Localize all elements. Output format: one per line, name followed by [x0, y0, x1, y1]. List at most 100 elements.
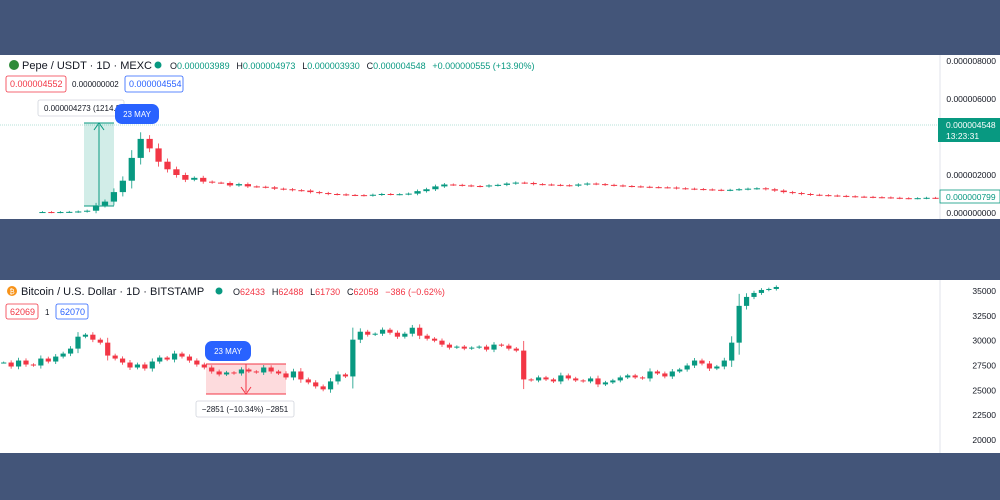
btc-candle [15, 360, 22, 367]
btc-candle [261, 367, 267, 373]
pepe-candle [718, 189, 725, 191]
pepe-candle [735, 189, 743, 191]
pepe-chart: Pepe / USDT · 1D · MEXC O0.000003989 H0.… [0, 55, 1000, 219]
pepe-candle [798, 193, 805, 195]
pepe-candle [566, 185, 573, 187]
btc-candle [617, 377, 623, 381]
btc-candle [8, 362, 14, 367]
btc-measure-label-box [195, 400, 295, 418]
btc-candle [454, 346, 460, 348]
btc-candle [751, 292, 757, 297]
btc-candle [105, 342, 111, 356]
pepe-candle [744, 188, 752, 190]
btc-symbol-title: Bitcoin / U.S. Dollar · 1D · BITSTAMP [21, 286, 204, 298]
current-price-value: 0.000004548 [946, 120, 996, 130]
pepe-candle [191, 177, 198, 180]
pepe-candle [852, 196, 859, 198]
btc-date-badge-label: 23 MAY [214, 347, 243, 356]
bitcoin-logo-glyph: ₿ [10, 288, 15, 296]
btc-candle [379, 329, 386, 334]
pepe-candle [530, 182, 537, 185]
pepe-spread: 0.000000002 [72, 80, 119, 89]
btc-candle [721, 360, 727, 367]
btc-candle [320, 386, 326, 390]
pepe-candle [771, 189, 778, 191]
btc-spread: 1 [45, 308, 50, 317]
pepe-candle [887, 197, 895, 199]
btc-candle [587, 378, 594, 382]
pepe-sell-box[interactable] [5, 75, 67, 93]
pepe-candle [83, 210, 91, 212]
pepe-candle [119, 180, 126, 193]
pepe-candle [709, 189, 716, 191]
btc-candle [535, 377, 542, 381]
btc-price-tick-label: 25000 [972, 385, 996, 395]
pepe-buy-price: 0.000004554 [129, 79, 182, 89]
btc-candle [483, 346, 490, 350]
btc-candle [394, 332, 401, 337]
pepe-candle [682, 188, 689, 190]
pepe-candle [807, 194, 814, 195]
btc-candle [45, 358, 51, 362]
pepe-candle [762, 188, 769, 190]
btc-candle [729, 342, 735, 361]
btc-candle [558, 375, 564, 382]
btc-candle [417, 327, 423, 336]
btc-candle [157, 357, 163, 362]
pepe-candle [834, 195, 841, 197]
btc-ohlc-readout: O62433 H62488 L61730 C62058 −386 (−0.62%… [233, 287, 445, 298]
btc-candle [201, 364, 207, 368]
btc-candle [565, 375, 571, 379]
pepe-candle [727, 189, 734, 191]
btc-chart-panel: ₿ Bitcoin / U.S. Dollar · 1D · BITSTAMP … [0, 280, 1000, 453]
btc-candle [743, 296, 750, 306]
pepe-candle [405, 193, 412, 195]
pepe-candle [619, 185, 627, 187]
btc-candle [186, 356, 193, 361]
btc-candle [127, 362, 133, 368]
pepe-candle [655, 187, 662, 189]
pepe-logo-icon [9, 60, 19, 70]
pepe-candle [128, 157, 135, 181]
bitcoin-logo-icon [7, 286, 17, 296]
pepe-candle [325, 193, 332, 195]
btc-price-tick-label: 32500 [972, 311, 996, 321]
pepe-candle [334, 194, 341, 195]
pepe-candle [226, 182, 234, 186]
btc-candle [253, 371, 259, 373]
pepe-candle [878, 197, 886, 199]
btc-candle [268, 367, 274, 372]
btc-candle [595, 378, 601, 385]
btc-candle [313, 382, 319, 387]
btc-candle [275, 371, 282, 374]
btc-candle [305, 379, 311, 383]
btc-candle [38, 358, 44, 366]
pepe-candle [75, 211, 82, 213]
btc-candle [610, 380, 616, 383]
btc-candle [706, 363, 713, 369]
pepe-buy-box[interactable] [124, 75, 184, 93]
pepe-candle [387, 194, 394, 195]
pepe-sell-price: 0.000004552 [10, 79, 63, 89]
bar-countdown: 13:23:31 [946, 131, 979, 141]
btc-candle [498, 344, 505, 346]
btc-candle [424, 335, 430, 339]
measure-label: 0.000004273 (1214.3 [44, 104, 121, 113]
btc-chart: ₿ Bitcoin / U.S. Dollar · 1D · BITSTAMP … [1, 280, 996, 453]
btc-candle [506, 345, 512, 349]
btc-candle [164, 357, 170, 360]
btc-candle [1, 362, 7, 364]
pepe-candle [914, 198, 921, 200]
btc-candle [476, 346, 482, 348]
pepe-candle [137, 138, 144, 158]
btc-candle [134, 364, 141, 368]
pepe-candle [691, 188, 698, 190]
btc-candle [773, 286, 779, 289]
btc-candle [216, 371, 222, 375]
pepe-candle [789, 192, 796, 194]
btc-candle [23, 360, 29, 365]
btc-sell-box[interactable] [5, 303, 39, 320]
secondary-price-value: 0.000000799 [946, 192, 996, 202]
pepe-price-tick-label: 0.000002000 [946, 170, 996, 180]
btc-buy-box[interactable] [55, 303, 89, 320]
